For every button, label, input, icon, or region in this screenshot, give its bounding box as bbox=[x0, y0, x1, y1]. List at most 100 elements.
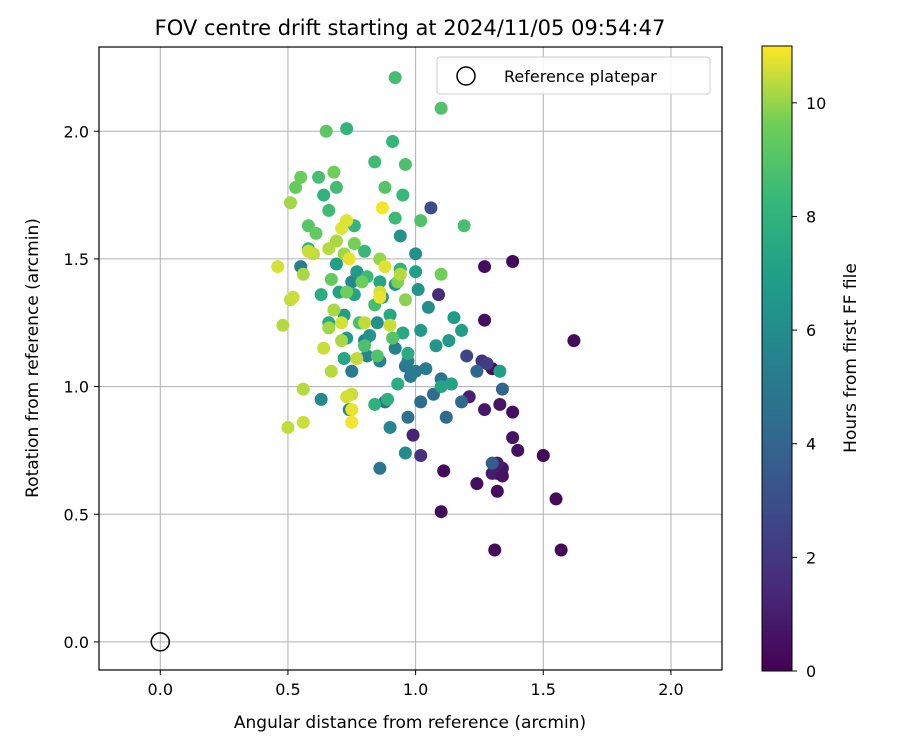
data-point bbox=[324, 364, 338, 378]
y-tick-label: 2.0 bbox=[64, 122, 89, 141]
y-tick-label: 0.5 bbox=[64, 505, 89, 524]
data-point bbox=[373, 275, 387, 289]
data-point bbox=[478, 260, 492, 274]
data-point bbox=[355, 275, 369, 289]
data-point bbox=[370, 349, 384, 363]
data-point bbox=[360, 349, 374, 363]
data-point bbox=[406, 428, 420, 442]
data-point bbox=[329, 180, 343, 194]
data-point bbox=[358, 339, 372, 353]
data-point bbox=[329, 257, 343, 271]
data-point bbox=[493, 397, 507, 411]
data-point bbox=[271, 260, 285, 274]
colorbar-tick-label: 8 bbox=[806, 207, 816, 226]
data-point bbox=[414, 323, 428, 337]
data-point bbox=[478, 403, 492, 417]
data-point bbox=[335, 316, 349, 330]
data-point bbox=[386, 331, 400, 345]
data-point bbox=[398, 293, 412, 307]
data-point bbox=[409, 364, 423, 378]
data-point bbox=[340, 285, 354, 299]
data-point bbox=[368, 397, 382, 411]
x-tick-label: 2.0 bbox=[658, 680, 683, 699]
data-point bbox=[335, 221, 349, 235]
data-point bbox=[296, 415, 310, 429]
data-point bbox=[383, 420, 397, 434]
data-point bbox=[337, 352, 351, 365]
y-tick-label: 1.0 bbox=[64, 378, 89, 397]
data-point bbox=[409, 247, 423, 261]
data-point bbox=[391, 377, 405, 391]
data-point bbox=[460, 349, 474, 363]
data-point bbox=[373, 290, 387, 304]
data-point bbox=[493, 364, 507, 378]
data-point bbox=[340, 122, 354, 136]
data-point bbox=[342, 252, 356, 266]
legend-reference-label: Reference platepar bbox=[504, 67, 657, 86]
data-point bbox=[347, 237, 361, 251]
data-point bbox=[327, 165, 341, 179]
data-point bbox=[419, 362, 433, 376]
data-point bbox=[289, 180, 303, 194]
colorbar-tick-label: 6 bbox=[806, 321, 816, 340]
data-point bbox=[490, 484, 504, 498]
data-point bbox=[283, 196, 297, 210]
data-point bbox=[444, 377, 458, 391]
data-point bbox=[345, 275, 359, 289]
data-point bbox=[401, 410, 415, 424]
y-axis-label: Rotation from reference (arcmin) bbox=[23, 218, 43, 498]
data-point bbox=[301, 244, 315, 258]
x-tick-label: 1.0 bbox=[403, 680, 428, 699]
data-point bbox=[424, 201, 438, 215]
data-point bbox=[383, 318, 397, 332]
data-point bbox=[345, 415, 359, 429]
colorbar-tick-label: 0 bbox=[806, 662, 816, 681]
data-point bbox=[495, 469, 509, 483]
data-point bbox=[429, 339, 443, 353]
data-point bbox=[396, 326, 410, 340]
data-point bbox=[335, 334, 349, 348]
data-point bbox=[506, 431, 520, 445]
data-point bbox=[314, 392, 328, 406]
x-axis-ticks: 0.0 0.5 1.0 1.5 2.0 bbox=[148, 670, 684, 699]
data-point bbox=[554, 543, 568, 557]
data-point bbox=[296, 382, 310, 396]
data-point bbox=[470, 477, 484, 491]
data-point bbox=[480, 357, 494, 371]
data-point bbox=[322, 321, 336, 335]
data-point bbox=[317, 341, 331, 355]
data-point bbox=[345, 403, 359, 417]
data-point bbox=[396, 188, 410, 202]
data-point bbox=[370, 316, 384, 330]
data-point bbox=[432, 288, 446, 302]
data-point bbox=[393, 229, 407, 243]
data-point bbox=[294, 170, 308, 184]
data-point bbox=[434, 380, 448, 394]
data-point bbox=[324, 272, 338, 286]
x-tick-label: 0.5 bbox=[275, 680, 300, 699]
data-point bbox=[276, 318, 290, 332]
colorbar-tick-label: 10 bbox=[806, 94, 826, 113]
data-point bbox=[511, 443, 525, 457]
data-point bbox=[439, 410, 453, 424]
legend-box bbox=[436, 56, 711, 95]
reference-platepar-marker bbox=[150, 632, 171, 652]
colorbar-tick-label: 4 bbox=[806, 435, 816, 454]
data-point bbox=[567, 334, 581, 348]
plot-frame bbox=[98, 46, 723, 671]
data-point bbox=[398, 446, 412, 460]
data-point bbox=[319, 124, 333, 138]
data-point bbox=[447, 311, 461, 325]
data-point bbox=[286, 290, 300, 304]
data-point bbox=[383, 308, 397, 322]
data-point bbox=[409, 265, 423, 279]
data-point bbox=[434, 267, 448, 281]
colorbar-tick-label: 2 bbox=[806, 548, 816, 567]
data-point bbox=[375, 201, 389, 215]
data-point bbox=[421, 300, 435, 314]
data-point bbox=[368, 155, 382, 169]
y-axis-ticks: 0.0 0.5 1.0 1.5 2.0 bbox=[64, 122, 99, 652]
data-point bbox=[478, 313, 492, 327]
data-point bbox=[317, 188, 331, 202]
